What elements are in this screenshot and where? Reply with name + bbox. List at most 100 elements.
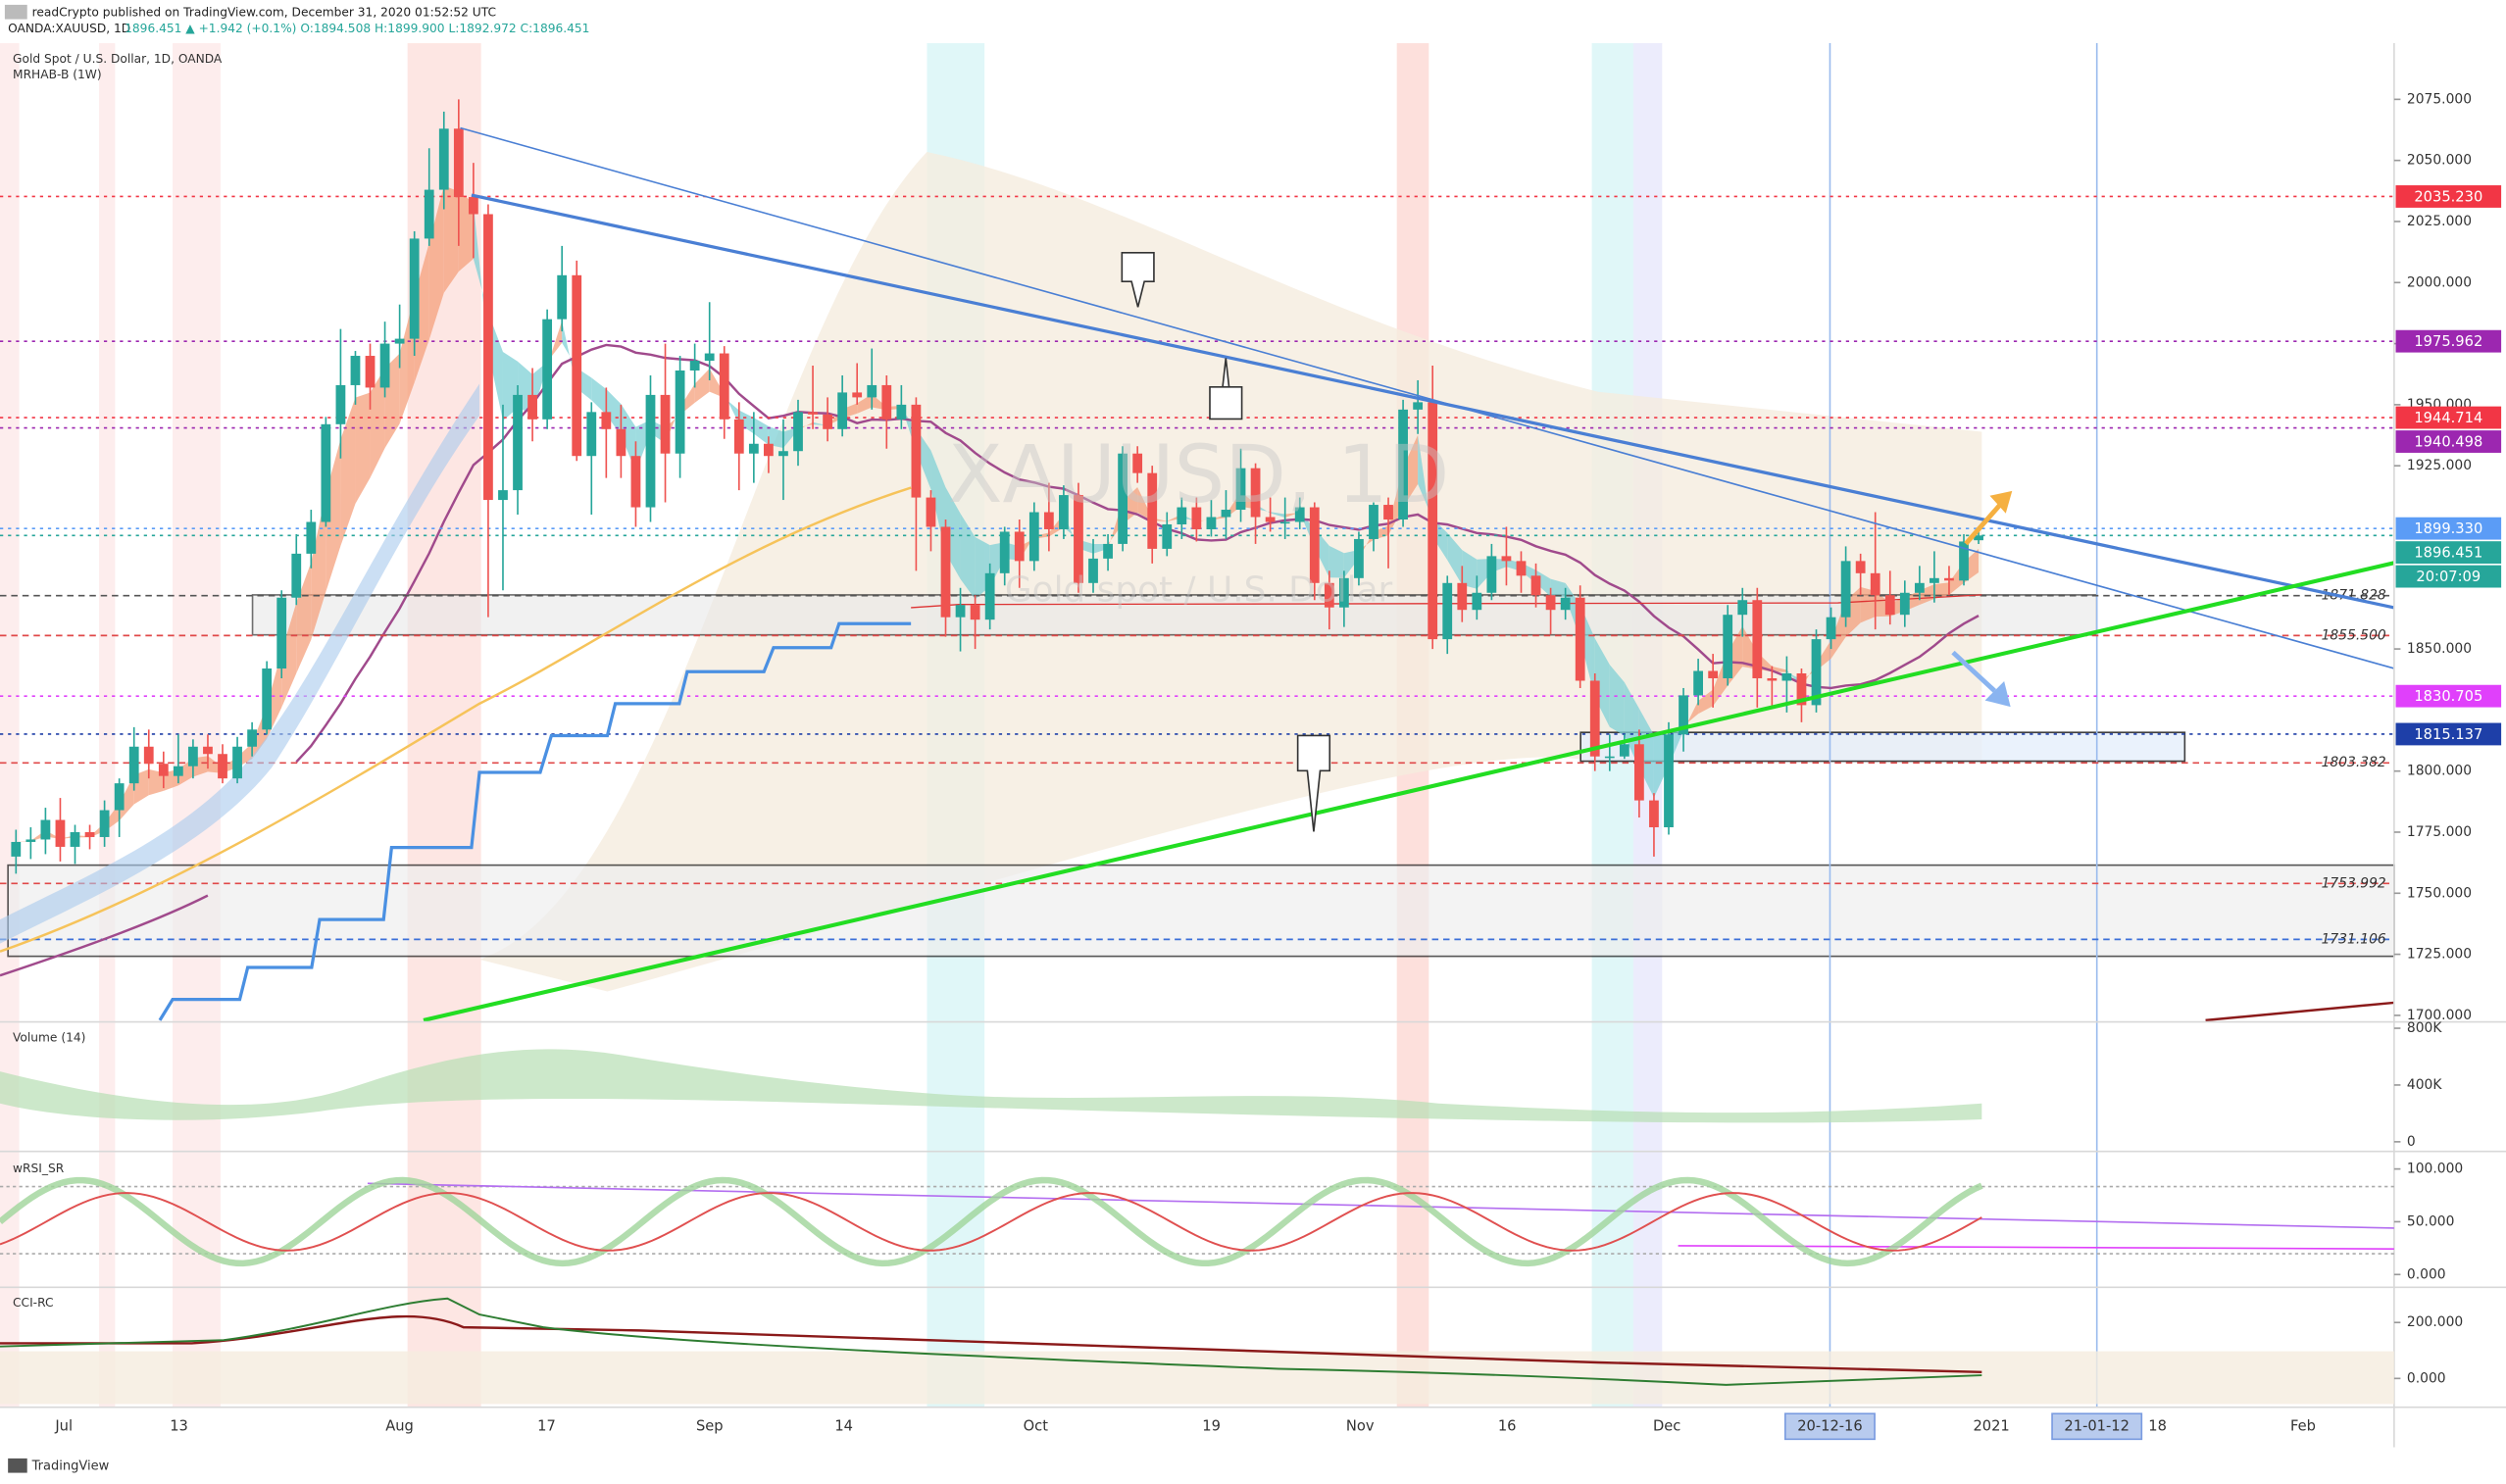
candle-body [188, 746, 198, 767]
candle-body [438, 128, 449, 190]
ema-band [547, 321, 563, 367]
candle-body [55, 819, 66, 847]
y-tick-label: 2075.000 [2407, 91, 2472, 107]
y-tick-label: 2050.000 [2407, 153, 2472, 169]
x-tick-label: 19 [1202, 1417, 1221, 1434]
y-tick-label: 1725.000 [2407, 947, 2472, 963]
candle-body [1589, 680, 1600, 757]
candle-body [1501, 556, 1512, 562]
y-tick-label: 100.000 [2407, 1162, 2463, 1177]
date-highlight [1784, 1412, 1876, 1441]
y-tick-label: 1750.000 [2407, 885, 2472, 901]
y-tick-label: 800K [2407, 1020, 2442, 1036]
candle-body [1974, 535, 1983, 541]
candle-body [1354, 538, 1364, 578]
ema-band [1933, 582, 1949, 599]
price-tag [2395, 684, 2502, 708]
candle-body [1250, 468, 1261, 518]
candle-body [572, 274, 582, 457]
candle-body [1930, 577, 1939, 583]
shade [0, 43, 20, 1408]
y-tick-label: 1700.000 [2407, 1008, 2472, 1023]
chart-title: Gold Spot / U.S. Dollar, 1D, OANDA [13, 52, 223, 66]
candle-body [99, 810, 110, 837]
candle-body [1338, 577, 1349, 608]
y-tick-label: 200.000 [2407, 1314, 2463, 1330]
candle-body [453, 128, 464, 198]
candle-body [1752, 600, 1763, 678]
candle-body [321, 423, 331, 522]
trend-line [460, 126, 2395, 669]
candle-body [232, 746, 242, 779]
trend-line [423, 561, 2395, 1022]
ema-band [355, 392, 371, 504]
quote: 1896.451 ▲ +1.942 (+0.1%) O:1894.508 H:1… [125, 22, 589, 35]
level-label: 1855.500 [2322, 627, 2386, 643]
candle-body [1649, 800, 1659, 828]
y-tick-label: 1925.000 [2407, 458, 2472, 473]
ema-band [768, 425, 783, 449]
arrow [1964, 502, 2003, 546]
candle-body [1383, 505, 1393, 520]
footer: TradingView [31, 1459, 110, 1474]
candle-body [1118, 453, 1128, 544]
ma-line [0, 894, 209, 977]
candle-body [689, 361, 700, 371]
rsi-line [0, 1176, 1983, 1267]
y-tick-label: 2025.000 [2407, 214, 2472, 229]
candle-body [748, 443, 759, 454]
candle-body [1014, 531, 1025, 562]
candle-body [601, 412, 612, 429]
candle-body [247, 729, 258, 747]
price-tag-label: 1940.498 [2414, 433, 2482, 450]
symbol: OANDA:XAUUSD, 1D [8, 22, 130, 35]
candle-body [1472, 592, 1482, 611]
candle-body [1604, 756, 1615, 759]
x-tick-label: 13 [170, 1417, 188, 1434]
logo [4, 4, 27, 20]
candle-body [557, 274, 568, 320]
candle-body [1088, 558, 1098, 583]
candle-body [630, 456, 641, 508]
y-tick-label: 50.000 [2407, 1213, 2454, 1229]
candle-body [1265, 517, 1276, 522]
candle-body [1235, 468, 1246, 511]
candle-body [291, 553, 302, 598]
candle-body [1619, 744, 1629, 757]
candle-body [896, 404, 907, 420]
x-tick-label: Dec [1653, 1417, 1680, 1434]
candle-body [1221, 510, 1231, 518]
candle-body [1723, 615, 1733, 678]
candle-body [379, 343, 390, 388]
cci-line [0, 1314, 1982, 1374]
watermark: Gold spot / U.S. Dollar [1005, 570, 1393, 611]
drawings [423, 126, 2395, 1022]
candle-body [1428, 402, 1438, 640]
candle-body [1206, 517, 1217, 529]
candle-body [1074, 495, 1083, 583]
y-tick-label: 0 [2407, 1134, 2416, 1150]
candle-body [1870, 572, 1880, 596]
price-tag-label: 1815.137 [2414, 726, 2482, 743]
x-tick-label: 17 [537, 1417, 556, 1434]
ema-band [16, 840, 31, 842]
candle-body [1575, 597, 1585, 681]
price-tag-label: 1944.714 [2414, 410, 2482, 426]
price-tag-label: 2035.230 [2414, 188, 2482, 205]
ema-band [753, 418, 769, 445]
candle-body [1767, 677, 1778, 681]
indicator-lines [0, 383, 2395, 1022]
candle-body [1914, 582, 1925, 593]
candle-body [1884, 595, 1895, 616]
ema-band [621, 404, 636, 471]
pane-title: Volume (14) [13, 1030, 85, 1044]
rsi-trend [367, 1182, 2394, 1229]
step-line [158, 621, 912, 1021]
x-tick-label: 14 [834, 1417, 853, 1434]
volume-cloud [0, 1049, 1982, 1123]
chart-subtitle: MRHAB-B (1W) [13, 68, 102, 81]
x-tick-label: 20-12-16 [1797, 1417, 1863, 1434]
candle-body [1486, 556, 1497, 593]
candle-body [984, 572, 995, 620]
ema-band [738, 410, 754, 434]
